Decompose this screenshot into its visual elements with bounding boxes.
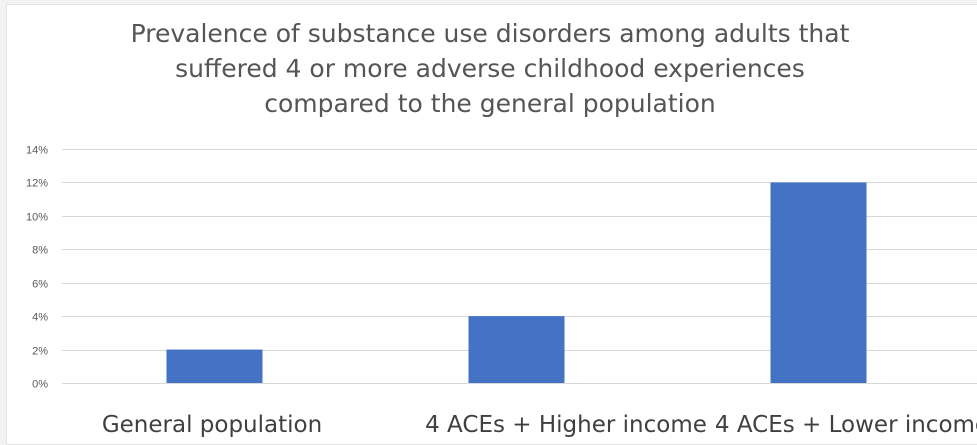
category-label: General population <box>102 412 322 438</box>
chart-title-line-2: suffered 4 or more adverse childhood exp… <box>175 54 805 83</box>
y-axis-tick-labels: 0% 2% 4% 6% 8% 10% 12% 14% <box>26 145 48 391</box>
y-tick-label: 0% <box>32 379 48 391</box>
y-tick-label: 12% <box>26 178 48 190</box>
bar-2 <box>468 316 565 383</box>
y-tick-label: 14% <box>26 145 48 157</box>
category-label: 4 ACEs + Lower income <box>715 412 977 438</box>
bar-1 <box>166 349 263 383</box>
chart-title-line-1: Prevalence of substance use disorders am… <box>130 19 850 48</box>
y-tick-label: 2% <box>32 346 48 358</box>
chart-title: Prevalence of substance use disorders am… <box>60 16 920 121</box>
category-label: 4 ACEs + Higher income <box>425 412 707 438</box>
y-tick-label: 8% <box>32 245 48 257</box>
bars <box>166 182 867 383</box>
y-tick-label: 4% <box>32 312 48 324</box>
y-tick-label: 6% <box>32 279 48 291</box>
x-axis-category-labels: General population 4 ACEs + Higher income… <box>102 412 977 438</box>
chart-title-line-3: compared to the general population <box>264 89 716 118</box>
y-tick-label: 10% <box>26 212 48 224</box>
bar-3 <box>770 182 867 383</box>
